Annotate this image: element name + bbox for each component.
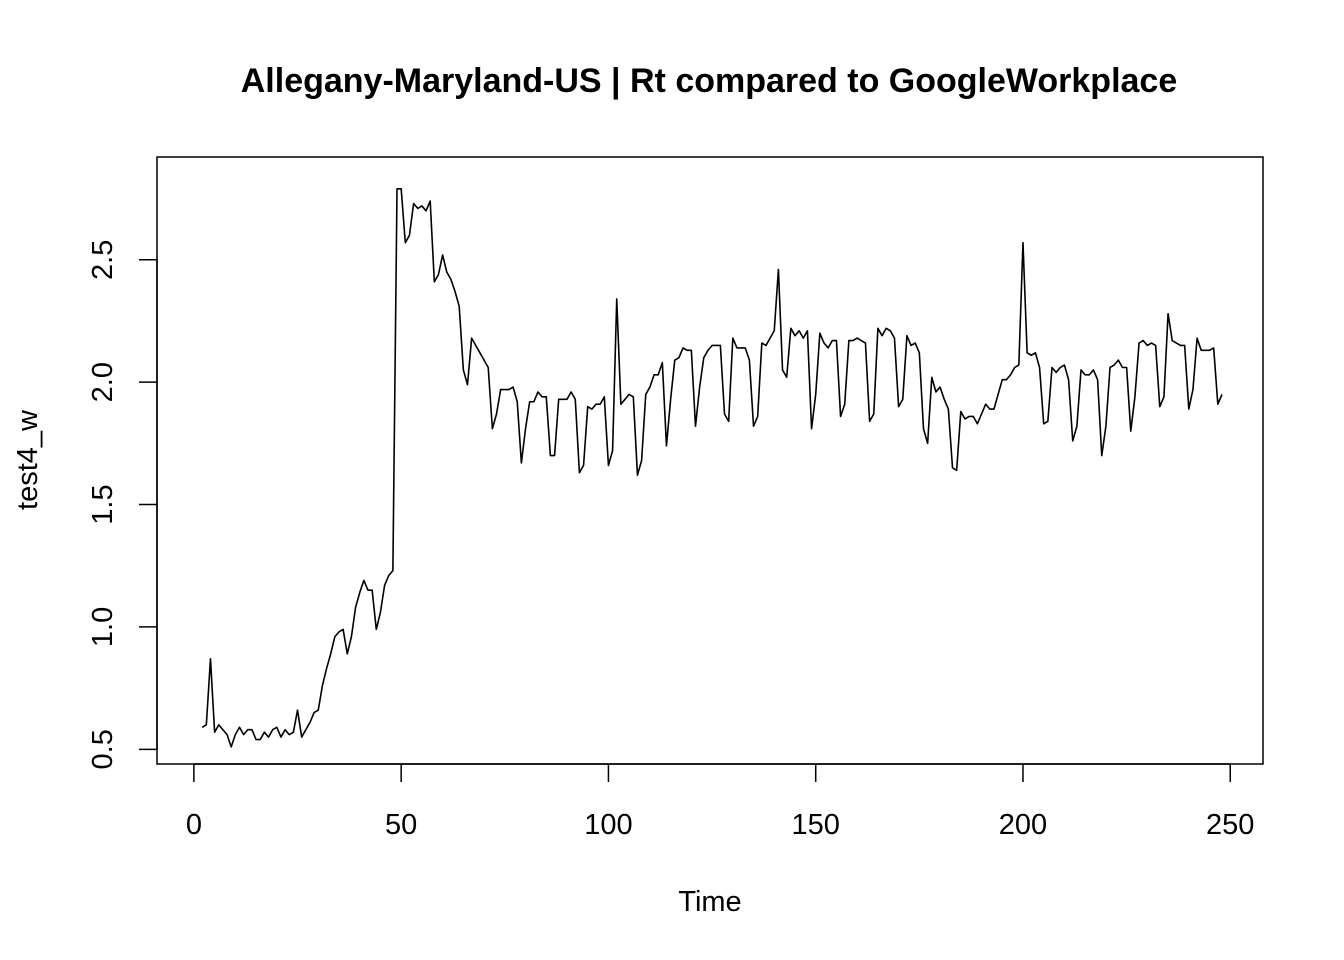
y-tick-label: 1.5 (87, 484, 119, 524)
x-tick-label: 150 (792, 809, 840, 841)
y-tick-label: 2.0 (87, 362, 119, 402)
x-axis: 0 50 100 150 200 250 (186, 763, 1254, 841)
y-tick-label: 0.5 (87, 729, 119, 769)
y-axis: 0.5 1.0 1.5 2.0 2.5 (87, 240, 158, 769)
x-tick-label: 50 (385, 809, 417, 841)
series-line-0 (201, 188, 1223, 748)
plot-frame (156, 156, 1264, 765)
x-tick-label: 100 (584, 809, 632, 841)
y-tick-label: 1.0 (87, 607, 119, 647)
x-tick-label: 200 (999, 809, 1047, 841)
chart-title: Allegany-Maryland-US | Rt compared to Go… (241, 62, 1178, 100)
x-tick-label: 0 (186, 809, 202, 841)
x-axis-label: Time (678, 886, 741, 918)
plot-area (201, 188, 1223, 748)
x-tick-label: 250 (1206, 809, 1254, 841)
y-tick-label: 2.5 (87, 240, 119, 280)
y-axis-label: test4_w (12, 409, 44, 510)
